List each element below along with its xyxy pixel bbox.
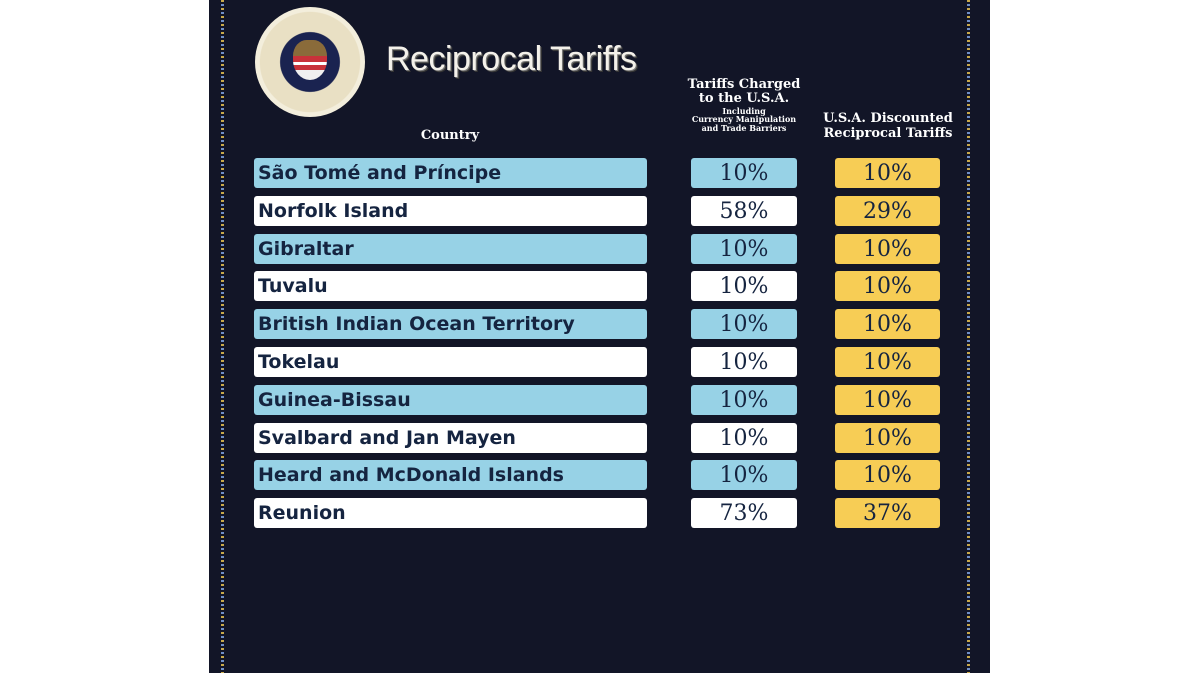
- header-subline: Including: [722, 105, 766, 116]
- header-line: U.S.A. Discounted: [823, 111, 953, 126]
- page-title: Reciprocal Tariffs: [386, 40, 637, 78]
- country-header: Country: [420, 128, 480, 143]
- discounted-tariff-cell: 10%: [835, 309, 940, 340]
- tariff-charged-cell: 10%: [691, 347, 797, 377]
- discounted-tariff-cell: 10%: [835, 158, 940, 188]
- presidential-seal-logo: [255, 7, 365, 117]
- discounted-tariff-cell: 29%: [835, 195, 940, 226]
- discounted-tariff-cell: 10%: [835, 384, 940, 415]
- eagle-icon: [293, 40, 327, 80]
- discounted-tariff-cell: 10%: [835, 271, 940, 302]
- country-cell: Gibraltar: [254, 233, 647, 264]
- discounted-tariff-cell: 10%: [835, 422, 940, 453]
- discounted-tariff-cell: 10%: [835, 347, 940, 377]
- tariffs-charged-header: Tariffs Charged to the U.S.A. Including …: [666, 77, 822, 134]
- country-cell: British Indian Ocean Territory: [254, 309, 647, 340]
- discounted-header: U.S.A. Discounted Reciprocal Tariffs: [812, 111, 964, 142]
- tariff-charged-cell: 73%: [691, 498, 797, 529]
- tariff-charged-cell: 10%: [691, 384, 797, 415]
- country-cell: Heard and McDonald Islands: [254, 460, 647, 491]
- header-subline: and Trade Barriers: [701, 123, 787, 134]
- header-line: to the U.S.A.: [698, 91, 790, 107]
- discounted-tariff-cell: 10%: [835, 233, 940, 264]
- country-cell: Norfolk Island: [254, 195, 647, 226]
- country-cell: Svalbard and Jan Mayen: [254, 422, 647, 453]
- country-cell: Tokelau: [254, 347, 647, 377]
- tariff-charged-cell: 10%: [691, 233, 797, 264]
- tariff-charged-cell: 58%: [691, 195, 797, 226]
- country-cell: Tuvalu: [254, 271, 647, 302]
- right-dotted-border: [967, 0, 970, 673]
- header-line: Tariffs Charged: [687, 77, 801, 92]
- discounted-tariff-cell: 10%: [835, 460, 940, 491]
- country-cell: São Tomé and Príncipe: [254, 158, 647, 188]
- country-cell: Guinea-Bissau: [254, 384, 647, 415]
- tariff-charged-cell: 10%: [691, 460, 797, 491]
- left-dotted-border: [221, 0, 224, 673]
- discounted-tariff-cell: 37%: [835, 498, 940, 529]
- tariff-charged-cell: 10%: [691, 422, 797, 453]
- country-cell: Reunion: [254, 498, 647, 529]
- tariff-charged-cell: 10%: [691, 309, 797, 340]
- header-line: Reciprocal Tariffs: [823, 125, 953, 141]
- header-subline: Currency Manipulation: [691, 114, 797, 125]
- tariff-charged-cell: 10%: [691, 271, 797, 302]
- tariff-charged-cell: 10%: [691, 158, 797, 188]
